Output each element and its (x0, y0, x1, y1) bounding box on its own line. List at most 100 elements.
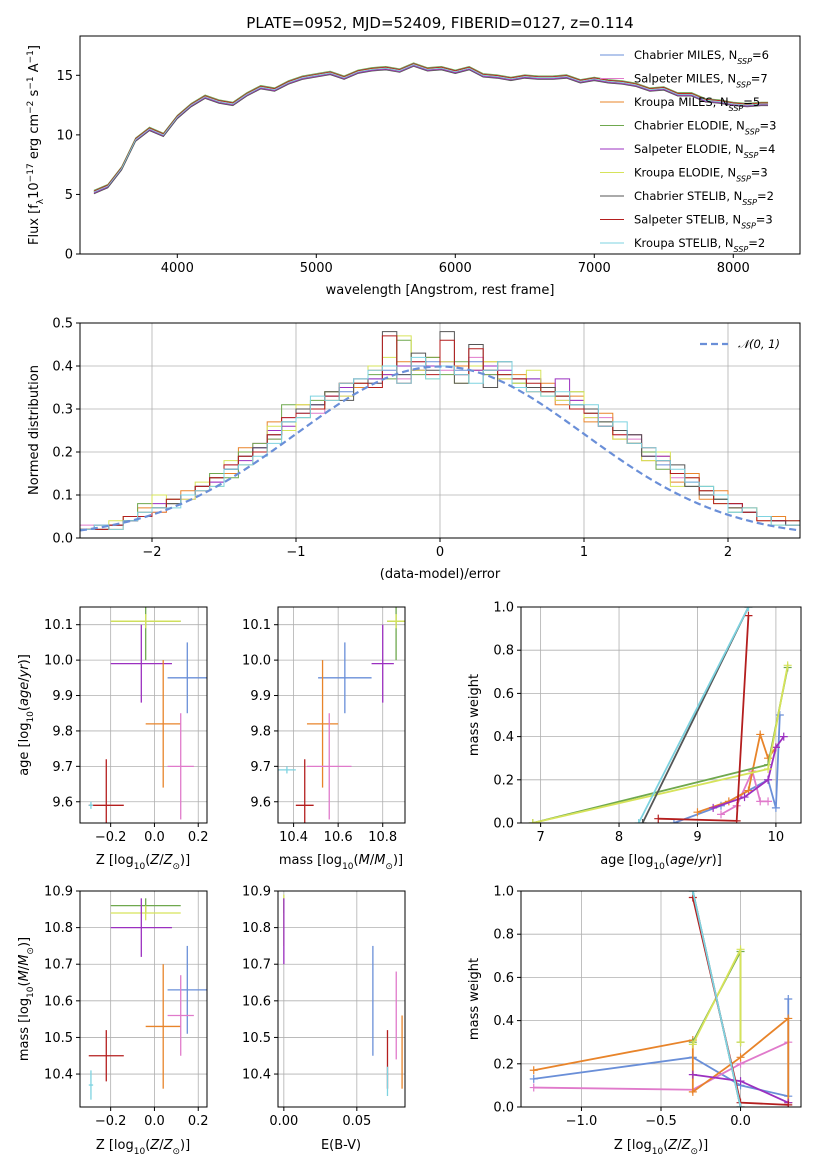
weight-point (688, 1087, 697, 1096)
weight-point (764, 775, 773, 784)
legend-entry: Chabrier ELODIE, NSSP=3 (634, 119, 776, 137)
legend-entry: 𝒩(0, 1) (738, 337, 780, 351)
x-tick-label: 6000 (439, 261, 472, 276)
x-tick-label: −0.2 (95, 830, 127, 845)
y-tick-label: 9.7 (250, 760, 271, 775)
x-tick-label: 7 (536, 830, 544, 845)
age-vs-mass-panel: 10.4 10.6 10.8 9.6 9.7 9.8 9.9 10.0 10.1 (242, 606, 406, 845)
weight-point (771, 803, 780, 812)
legend-entry: Kroupa ELODIE, NSSP=3 (634, 166, 768, 184)
y-tick-label: 1.0 (493, 601, 514, 616)
weight-point (717, 810, 725, 819)
y-tick-label: 0 (65, 248, 73, 263)
y-tick-label: 10.9 (242, 885, 271, 900)
weight-point (709, 803, 718, 812)
y-tick-label: 9.9 (52, 689, 73, 704)
axes-frame (277, 606, 406, 824)
model-line (93, 64, 769, 193)
y-tick-label: 0.2 (493, 1057, 514, 1072)
weight-point (775, 711, 784, 719)
axis-label-x-ebv: E(B-V) (321, 1138, 361, 1153)
axis-label-x-metallicity-3: Z [log10(Z/Z⊙)] (614, 1138, 708, 1157)
x-tick-label: 0.05 (342, 1114, 371, 1129)
y-tick-label: 9.8 (250, 724, 271, 739)
weight-point (784, 1100, 793, 1107)
x-tick-label: −1.0 (566, 1114, 598, 1129)
y-tick-label: 10.1 (242, 618, 271, 633)
y-tick-label: 10.6 (44, 994, 73, 1009)
weight-point (779, 732, 788, 741)
weight-point (693, 808, 702, 817)
x-tick-label: 0 (436, 545, 444, 560)
legend-entry: Salpeter MILES, NSSP=7 (634, 72, 768, 90)
x-tick-label: 5000 (300, 261, 333, 276)
weight-series-line (637, 607, 750, 823)
model-line (93, 62, 769, 191)
axis-label-x-mass: mass [log10(M/M⊙)] (279, 853, 403, 872)
legend-entry: Chabrier STELIB, NSSP=2 (634, 189, 774, 207)
weight-point (756, 730, 765, 739)
plot-area (528, 607, 792, 823)
legend-entry: Kroupa MILES, NSSP=5 (634, 95, 760, 113)
weight-point (529, 1074, 538, 1083)
weight-series-line (532, 667, 789, 823)
y-tick-label: 0.4 (493, 730, 514, 745)
weight-point (756, 797, 765, 806)
axes-frame (277, 890, 406, 1108)
plot-area (80, 331, 800, 532)
axes-frame (79, 606, 208, 824)
axis-label-y-massweight-2: mass weight (467, 958, 482, 1040)
plot-area (283, 894, 403, 1097)
y-tick-label: 9.9 (250, 689, 271, 704)
y-tick-label: 0.4 (493, 1014, 514, 1029)
massweight-vs-metallicity-panel: −1.0 −0.5 0.0 0.0 0.2 0.4 0.6 0.8 1.0 (493, 885, 802, 1129)
x-tick-label: 4000 (161, 261, 194, 276)
axis-label-x-spectrum: wavelength [Angstrom, rest frame] (326, 283, 555, 298)
x-tick-label: 8000 (717, 261, 750, 276)
axis-label-x-metallicity-2: Z [log10(Z/Z⊙)] (96, 1138, 190, 1157)
weight-point (529, 1066, 538, 1075)
y-tick-label: 10.7 (44, 958, 73, 973)
weight-point (732, 816, 741, 823)
axis-label-x-metallicity-1: Z [log10(Z/Z⊙)] (96, 853, 190, 872)
y-tick-label: 9.7 (52, 760, 73, 775)
x-tick-label: 10 (768, 830, 785, 845)
y-tick-label: 0.6 (493, 971, 514, 986)
x-tick-label: 0.2 (188, 830, 209, 845)
chart-title: PLATE=0952, MJD=52409, FIBERID=0127, z=0… (246, 14, 633, 32)
y-tick-label: 9.6 (250, 795, 271, 810)
weight-point (688, 1070, 697, 1079)
weight-point (783, 661, 792, 670)
axis-label-y-massweight-1: mass weight (467, 674, 482, 756)
mass-vs-metallicity-panel: −0.2 0.0 0.2 10.4 10.5 10.6 10.7 10.8 10.9 (44, 885, 209, 1130)
x-tick-label: −2 (142, 545, 161, 560)
y-tick-label: 1.0 (493, 885, 514, 900)
y-tick-label: 9.8 (52, 724, 73, 739)
weight-point (744, 611, 753, 620)
weight-point (764, 765, 773, 773)
axis-label-x-age: age [log10(age/yr)] (600, 853, 722, 872)
weight-series-line (691, 891, 742, 1107)
y-tick-label: 0.2 (52, 446, 73, 461)
y-tick-label: 15 (56, 69, 73, 84)
y-tick-label: 5 (65, 188, 73, 203)
weight-point (528, 819, 537, 823)
x-tick-label: 0.0 (144, 1114, 165, 1129)
mass-vs-ebv-panel: 0.00 0.05 10.4 10.5 10.6 10.7 10.8 10.9 (242, 885, 406, 1129)
y-tick-label: 10.4 (44, 1068, 73, 1083)
axis-label-y-age: age [log10(age/yr)] (17, 654, 36, 776)
x-tick-label: 7000 (578, 261, 611, 276)
y-tick-label: 0.6 (493, 687, 514, 702)
x-tick-label: 2 (724, 545, 732, 560)
y-tick-label: 0.8 (493, 928, 514, 943)
x-tick-label: 1 (580, 545, 588, 560)
y-tick-label: 10.8 (242, 921, 271, 936)
plot-area (278, 607, 405, 823)
axes-frame (520, 606, 802, 824)
weight-series-line (533, 1041, 789, 1091)
y-tick-label: 10.8 (44, 921, 73, 936)
x-tick-label: −1 (286, 545, 305, 560)
weight-point (784, 1014, 793, 1023)
plot-area (88, 607, 207, 823)
y-tick-label: 0.3 (52, 403, 73, 418)
